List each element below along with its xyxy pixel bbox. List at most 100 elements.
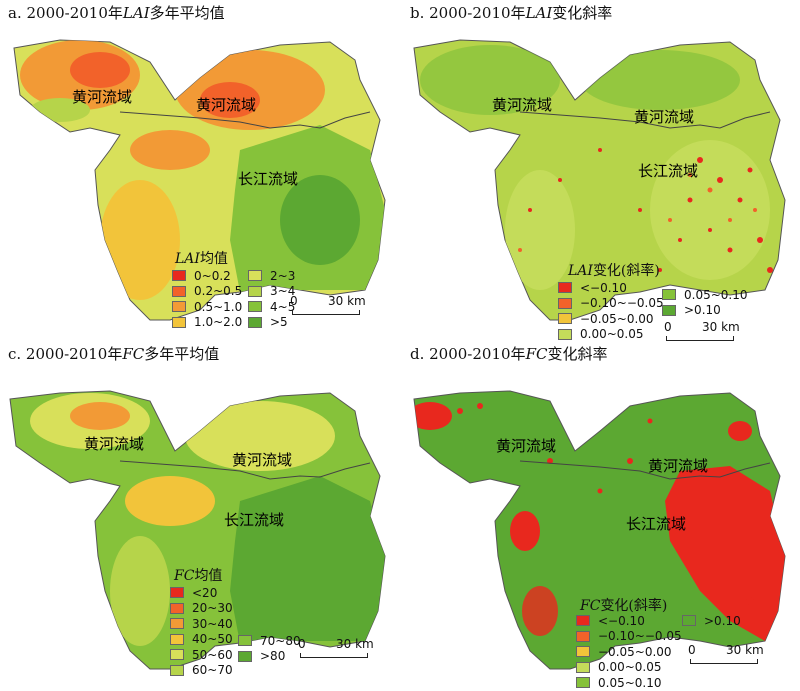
- legend-title-italic: LAI: [568, 263, 593, 279]
- legend-swatch: [170, 587, 184, 599]
- panel-d: d. 2000-2010年FC变化斜率 黄河流域 黄河流域 长江流域 FC变化(…: [400, 341, 800, 690]
- legend-col2: 2~3 3~4 4~5 >5: [248, 268, 295, 330]
- legend-item: 0.00~0.05: [576, 660, 682, 676]
- legend-label: 30~40: [192, 616, 233, 631]
- legend-label: 0.2~0.5: [194, 284, 243, 299]
- panel-title: a. 2000-2010年LAI多年平均值: [8, 2, 225, 23]
- legend-label: 0.00~0.05: [598, 660, 662, 675]
- legend-item: 40~50: [170, 632, 233, 648]
- region-label: 长江流域: [238, 170, 298, 188]
- legend-title: LAI均值: [175, 248, 228, 268]
- legend-title-suffix: 均值: [199, 251, 228, 267]
- map-region: [413, 390, 786, 670]
- legend-swatch: [248, 301, 262, 313]
- legend-item: 2~3: [248, 268, 295, 284]
- legend-col2: 70~80 >80: [238, 633, 301, 664]
- region-label: 黄河流域: [634, 108, 694, 126]
- region-map: 黄河流域 黄河流域 长江流域: [13, 39, 386, 321]
- region-label: 黄河流域: [232, 451, 292, 469]
- legend-item: 4~5: [248, 299, 295, 315]
- legend-item: 50~60: [170, 647, 233, 663]
- legend-item: <−0.10: [576, 613, 682, 629]
- panel-a: a. 2000-2010年LAI多年平均值 黄河流域 黄河流域 长江流域 LAI…: [0, 0, 400, 340]
- legend-item: 20~30: [170, 601, 233, 617]
- legend-item: 0.05~0.10: [662, 287, 748, 303]
- title-prefix: b. 2000-2010年: [410, 4, 526, 22]
- title-suffix: 变化斜率: [547, 345, 608, 363]
- legend-item: >5: [248, 315, 295, 331]
- legend-label: 0.05~0.10: [684, 287, 748, 302]
- legend-swatch: [172, 301, 186, 313]
- title-italic: LAI: [122, 4, 150, 22]
- legend-item: 0.05~0.10: [576, 675, 682, 691]
- legend-swatch: [248, 316, 262, 328]
- legend-swatch: [558, 328, 572, 340]
- legend-swatch: [558, 282, 572, 294]
- title-suffix: 变化斜率: [552, 4, 613, 22]
- region-map: 黄河流域 黄河流域 长江流域: [9, 390, 386, 670]
- legend-label: >0.10: [704, 613, 741, 628]
- legend-item: 0.5~1.0: [172, 299, 242, 315]
- legend-item: 0.00~0.05: [558, 327, 664, 343]
- legend-item: −0.10~−0.05: [576, 629, 682, 645]
- legend-label: >0.10: [684, 303, 721, 318]
- legend-swatch: [682, 615, 696, 627]
- legend-item: −0.10~−0.05: [558, 296, 664, 312]
- legend-swatch: [172, 285, 186, 297]
- legend-item: >0.10: [682, 613, 741, 629]
- legend-title: FC变化(斜率): [580, 595, 667, 615]
- legend-swatch: [248, 285, 262, 297]
- legend-label: <−0.10: [598, 613, 645, 628]
- legend-item: 30~40: [170, 616, 233, 632]
- region-map: 黄河流域 黄河流域 长江流域: [413, 39, 786, 321]
- legend-label: 0~0.2: [194, 268, 231, 283]
- scale-dist: 30 km: [328, 294, 366, 308]
- legend-title-italic: FC: [580, 598, 601, 614]
- legend-title-suffix: 均值: [194, 568, 223, 584]
- legend-item: 1.0~2.0: [172, 315, 242, 331]
- legend-label: >5: [270, 315, 288, 330]
- legend-item: −0.05~0.00: [558, 311, 664, 327]
- legend-item: >0.10: [662, 303, 748, 319]
- scale-line: [666, 336, 734, 341]
- title-italic: FC: [525, 345, 548, 363]
- legend-swatch: [558, 297, 572, 309]
- basin-boundary: [519, 460, 771, 480]
- region-label: 长江流域: [626, 515, 686, 533]
- legend-col1: <−0.10 −0.10~−0.05 −0.05~0.00 0.00~0.05 0.05…: [576, 613, 682, 691]
- scale-line: [690, 659, 758, 664]
- legend-swatch: [172, 270, 186, 282]
- legend-item: 0.2~0.5: [172, 284, 242, 300]
- legend-item: 60~70: [170, 663, 233, 679]
- region-label: 黄河流域: [84, 435, 144, 453]
- scale-zero: 0: [298, 637, 306, 651]
- region-label: 黄河流域: [72, 88, 132, 106]
- scale-line: [292, 310, 360, 315]
- legend-label: 0.05~0.10: [598, 675, 662, 690]
- legend-swatch: [170, 633, 184, 645]
- legend-swatch: [576, 646, 590, 658]
- legend-item: −0.05~0.00: [576, 644, 682, 660]
- legend-col2: 0.05~0.10 >0.10: [662, 287, 748, 318]
- legend-label: 4~5: [270, 299, 296, 314]
- legend-label: −0.10~−0.05: [598, 629, 682, 644]
- legend-title-italic: FC: [174, 568, 195, 584]
- legend-col1: <20 20~30 30~40 40~50 50~60 60~70: [170, 585, 233, 678]
- region-label: 长江流域: [638, 162, 698, 180]
- legend-col1: 0~0.2 0.2~0.5 0.5~1.0 1.0~2.0: [172, 268, 242, 330]
- legend-col2: >0.10: [682, 613, 741, 629]
- title-italic: LAI: [525, 4, 553, 22]
- scale-zero: 0: [688, 643, 696, 657]
- legend-label: −0.05~0.00: [598, 644, 672, 659]
- legend-swatch: [170, 649, 184, 661]
- title-prefix: d. 2000-2010年: [410, 345, 526, 363]
- panel-title: d. 2000-2010年FC变化斜率: [410, 343, 607, 364]
- legend-label: 20~30: [192, 601, 233, 616]
- legend-swatch: [662, 304, 676, 316]
- panel-title: b. 2000-2010年LAI变化斜率: [410, 2, 612, 23]
- legend-item: <20: [170, 585, 233, 601]
- scale-dist: 30 km: [336, 637, 374, 651]
- panel-b: b. 2000-2010年LAI变化斜率 黄河流域 黄河流域: [400, 0, 800, 343]
- scale-dist: 30 km: [702, 320, 740, 334]
- legend-swatch: [576, 630, 590, 642]
